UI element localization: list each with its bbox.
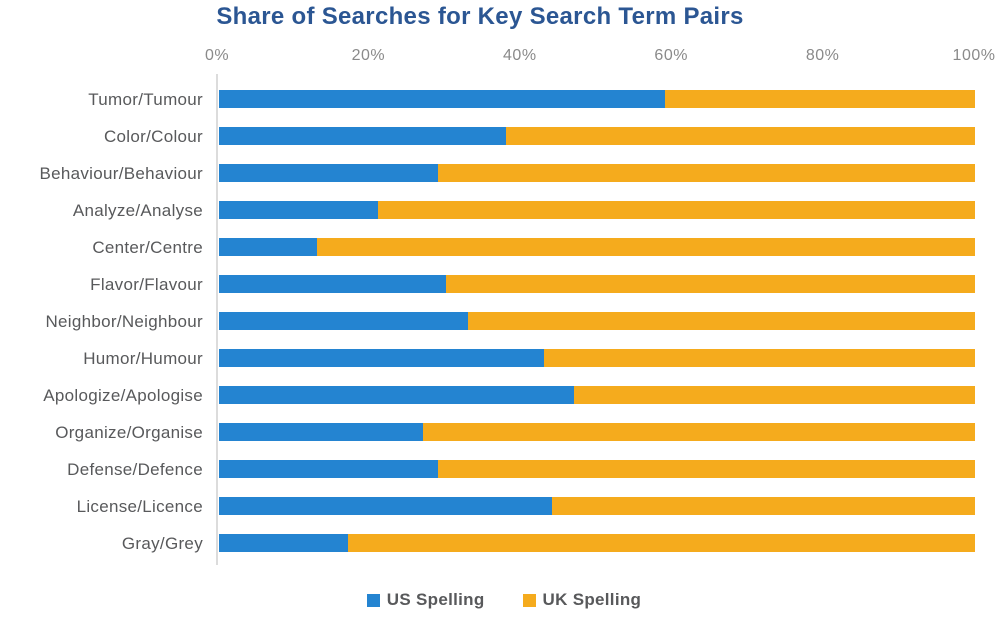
bar-track [219,90,975,108]
bar-segment-uk-spelling [574,386,975,404]
bar-segment-uk-spelling [377,201,975,219]
bar-segment-us-spelling [219,90,666,108]
chart-row: Center/Centre [0,229,1008,266]
legend-swatch-icon [522,593,536,607]
legend-label: UK Spelling [542,590,642,609]
bar-segment-uk-spelling [665,90,975,108]
chart-row: Humor/Humour [0,340,1008,377]
category-label: Neighbor/Neighbour [45,311,203,331]
category-label: Behaviour/Behaviour [39,163,203,183]
bar-segment-uk-spelling [468,312,975,330]
bar-track [219,423,975,441]
x-axis-tick-label: 60% [654,47,688,64]
bar-segment-us-spelling [219,312,469,330]
bar-track [219,201,975,219]
bar-track [219,164,975,182]
x-axis-tick-label: 0% [204,47,230,64]
bar-track [219,497,975,515]
category-label: Color/Colour [103,126,203,146]
bar-segment-uk-spelling [544,349,975,367]
chart-rows: Tumor/Tumour Color/Colour Behaviour/Behavi… [0,81,1008,562]
category-label: Tumor/Tumour [88,89,203,109]
legend: US Spelling UK Spelling [0,590,1008,610]
bar-segment-us-spelling [219,423,424,441]
bar-segment-uk-spelling [317,238,975,256]
category-label: Center/Centre [92,237,203,257]
bar-segment-us-spelling [219,534,348,552]
bar-segment-uk-spelling [551,497,975,515]
chart-row: Color/Colour [0,118,1008,155]
bar-track [219,275,975,293]
legend-item: US Spelling [366,590,485,610]
bar-segment-us-spelling [219,127,507,145]
category-label: Gray/Grey [121,533,203,553]
bar-segment-uk-spelling [445,275,975,293]
legend-item: UK Spelling [522,590,642,610]
bar-segment-us-spelling [219,460,439,478]
chart-row: Apologize/Apologise [0,377,1008,414]
x-axis-tick-label: 100% [952,47,996,64]
legend-label: US Spelling [386,590,485,609]
bar-track [219,127,975,145]
bar-segment-uk-spelling [423,423,975,441]
bar-segment-uk-spelling [347,534,975,552]
bar-segment-us-spelling [219,386,575,404]
bar-segment-us-spelling [219,164,439,182]
x-axis: 0% 20% 40% 60% 80% 100% [205,47,995,69]
bar-segment-us-spelling [219,201,378,219]
chart-row: Analyze/Analyse [0,192,1008,229]
bar-track [219,238,975,256]
category-label: License/Licence [76,496,203,516]
bar-segment-uk-spelling [438,164,975,182]
y-axis-line [216,74,218,565]
bar-segment-uk-spelling [438,460,975,478]
bar-track [219,460,975,478]
bar-segment-uk-spelling [506,127,975,145]
category-label: Analyze/Analyse [72,200,203,220]
legend-swatch-icon [366,593,380,607]
category-label: Organize/Organise [55,422,203,442]
bar-segment-us-spelling [219,349,545,367]
bar-segment-us-spelling [219,497,552,515]
chart-row: Neighbor/Neighbour [0,303,1008,340]
chart-row: Defense/Defence [0,451,1008,488]
bar-track [219,534,975,552]
chart-row: Organize/Organise [0,414,1008,451]
bar-segment-us-spelling [219,275,446,293]
category-label: Humor/Humour [83,348,203,368]
chart-row: Flavor/Flavour [0,266,1008,303]
bar-track [219,386,975,404]
bar-segment-us-spelling [219,238,318,256]
bar-track [219,349,975,367]
x-axis-tick-label: 80% [805,47,840,64]
chart-row: Gray/Grey [0,525,1008,562]
x-axis-tick-label: 40% [503,47,537,64]
chart-row: Behaviour/Behaviour [0,155,1008,192]
category-label: Defense/Defence [67,459,203,479]
chart-title: Share of Searches for Key Search Term Pa… [216,3,744,30]
category-label: Apologize/Apologise [43,385,203,405]
bar-track [219,312,975,330]
category-label: Flavor/Flavour [90,274,203,294]
chart-row: License/Licence [0,488,1008,525]
chart-row: Tumor/Tumour [0,81,1008,118]
x-axis-tick-label: 20% [351,47,386,64]
